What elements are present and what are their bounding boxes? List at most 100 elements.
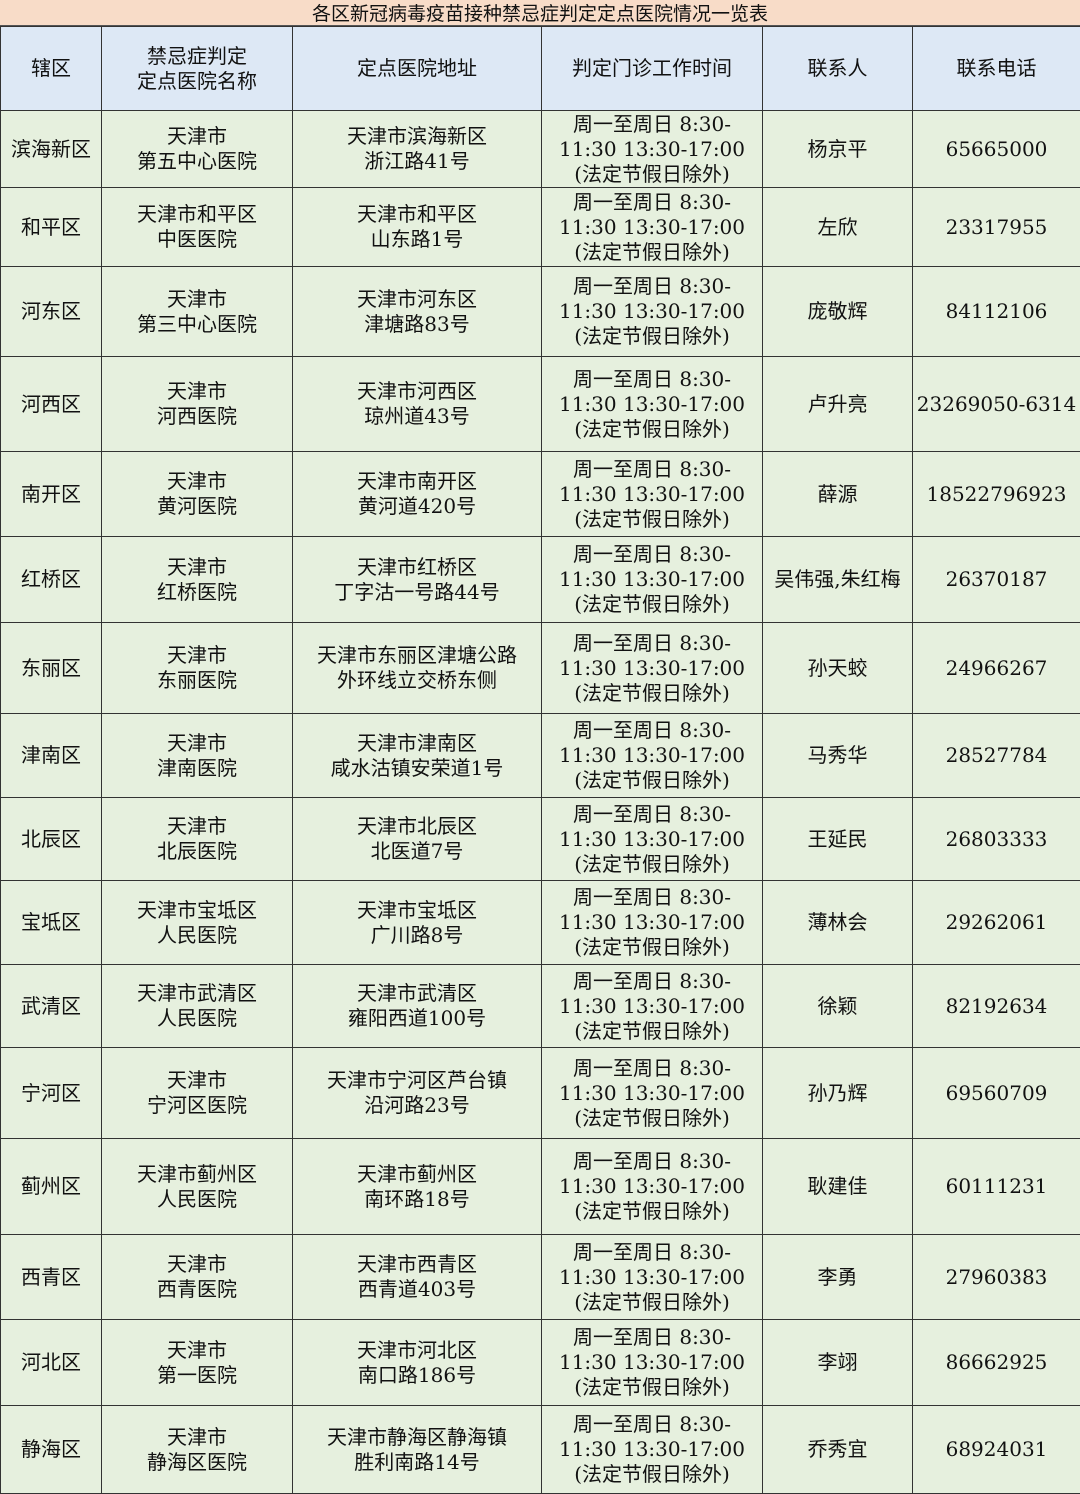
cell-contact: 卢升亮	[763, 357, 913, 452]
table-row: 西青区天津市 西青医院天津市西青区 西青道403号周一至周日 8:30- 11:…	[1, 1235, 1080, 1320]
cell-district: 宝坻区	[1, 881, 102, 965]
table-title: 各区新冠病毒疫苗接种禁忌症判定定点医院情况一览表	[0, 0, 1080, 26]
cell-hospital: 天津市 津南医院	[102, 714, 293, 798]
cell-address: 天津市红桥区 丁字沽一号路44号	[293, 537, 542, 623]
cell-address: 天津市河北区 南口路186号	[293, 1320, 542, 1406]
cell-hours: 周一至周日 8:30- 11:30 13:30-17:00 (法定节假日除外)	[542, 1048, 763, 1139]
cell-hospital: 天津市 第三中心医院	[102, 267, 293, 357]
cell-hospital: 天津市 黄河医院	[102, 452, 293, 537]
cell-hospital: 天津市 第五中心医院	[102, 111, 293, 188]
header-hospital: 禁忌症判定 定点医院名称	[102, 27, 293, 111]
cell-address: 天津市和平区 山东路1号	[293, 188, 542, 267]
cell-contact: 左欣	[763, 188, 913, 267]
cell-district: 滨海新区	[1, 111, 102, 188]
table-row: 蓟州区天津市蓟州区 人民医院天津市蓟州区 南环路18号周一至周日 8:30- 1…	[1, 1139, 1080, 1235]
cell-hours: 周一至周日 8:30- 11:30 13:30-17:00 (法定节假日除外)	[542, 965, 763, 1048]
cell-address: 天津市宝坻区 广川路8号	[293, 881, 542, 965]
cell-hours: 周一至周日 8:30- 11:30 13:30-17:00 (法定节假日除外)	[542, 881, 763, 965]
cell-district: 宁河区	[1, 1048, 102, 1139]
cell-hospital: 天津市和平区 中医医院	[102, 188, 293, 267]
cell-phone: 27960383	[913, 1235, 1080, 1320]
cell-district: 蓟州区	[1, 1139, 102, 1235]
cell-hours: 周一至周日 8:30- 11:30 13:30-17:00 (法定节假日除外)	[542, 1139, 763, 1235]
cell-address: 天津市河西区 琼州道43号	[293, 357, 542, 452]
table-row: 河东区天津市 第三中心医院天津市河东区 津塘路83号周一至周日 8:30- 11…	[1, 267, 1080, 357]
cell-hospital: 天津市 宁河区医院	[102, 1048, 293, 1139]
cell-hospital: 天津市 静海区医院	[102, 1406, 293, 1494]
cell-phone: 65665000	[913, 111, 1080, 188]
cell-district: 静海区	[1, 1406, 102, 1494]
hospital-table: 辖区 禁忌症判定 定点医院名称 定点医院地址 判定门诊工作时间 联系人 联系电话…	[0, 26, 1080, 1494]
cell-hours: 周一至周日 8:30- 11:30 13:30-17:00 (法定节假日除外)	[542, 1320, 763, 1406]
cell-hours: 周一至周日 8:30- 11:30 13:30-17:00 (法定节假日除外)	[542, 798, 763, 881]
cell-phone: 69560709	[913, 1048, 1080, 1139]
cell-contact: 庞敬辉	[763, 267, 913, 357]
cell-contact: 乔秀宜	[763, 1406, 913, 1494]
cell-district: 津南区	[1, 714, 102, 798]
cell-hours: 周一至周日 8:30- 11:30 13:30-17:00 (法定节假日除外)	[542, 111, 763, 188]
cell-phone: 60111231	[913, 1139, 1080, 1235]
table-row: 宁河区天津市 宁河区医院天津市宁河区芦台镇 沿河路23号周一至周日 8:30- …	[1, 1048, 1080, 1139]
cell-contact: 马秀华	[763, 714, 913, 798]
header-hours: 判定门诊工作时间	[542, 27, 763, 111]
header-row: 辖区 禁忌症判定 定点医院名称 定点医院地址 判定门诊工作时间 联系人 联系电话	[1, 27, 1080, 111]
cell-address: 天津市南开区 黄河道420号	[293, 452, 542, 537]
cell-hospital: 天津市宝坻区 人民医院	[102, 881, 293, 965]
cell-district: 东丽区	[1, 623, 102, 714]
cell-address: 天津市滨海新区 浙江路41号	[293, 111, 542, 188]
cell-contact: 王延民	[763, 798, 913, 881]
table-row: 红桥区天津市 红桥医院天津市红桥区 丁字沽一号路44号周一至周日 8:30- 1…	[1, 537, 1080, 623]
cell-district: 河西区	[1, 357, 102, 452]
cell-phone: 84112106	[913, 267, 1080, 357]
cell-hospital: 天津市 红桥医院	[102, 537, 293, 623]
table-row: 河西区天津市 河西医院天津市河西区 琼州道43号周一至周日 8:30- 11:3…	[1, 357, 1080, 452]
cell-phone: 82192634	[913, 965, 1080, 1048]
cell-contact: 吴伟强,朱红梅	[763, 537, 913, 623]
cell-phone: 18522796923	[913, 452, 1080, 537]
cell-phone: 68924031	[913, 1406, 1080, 1494]
table-row: 静海区天津市 静海区医院天津市静海区静海镇 胜利南路14号周一至周日 8:30-…	[1, 1406, 1080, 1494]
cell-hours: 周一至周日 8:30- 11:30 13:30-17:00 (法定节假日除外)	[542, 1235, 763, 1320]
table-row: 津南区天津市 津南医院天津市津南区 咸水沽镇安荣道1号周一至周日 8:30- 1…	[1, 714, 1080, 798]
cell-hospital: 天津市武清区 人民医院	[102, 965, 293, 1048]
cell-address: 天津市武清区 雍阳西道100号	[293, 965, 542, 1048]
table-row: 和平区天津市和平区 中医医院天津市和平区 山东路1号周一至周日 8:30- 11…	[1, 188, 1080, 267]
cell-address: 天津市宁河区芦台镇 沿河路23号	[293, 1048, 542, 1139]
cell-contact: 徐颖	[763, 965, 913, 1048]
table-row: 武清区天津市武清区 人民医院天津市武清区 雍阳西道100号周一至周日 8:30-…	[1, 965, 1080, 1048]
cell-hours: 周一至周日 8:30- 11:30 13:30-17:00 (法定节假日除外)	[542, 537, 763, 623]
cell-district: 武清区	[1, 965, 102, 1048]
header-phone: 联系电话	[913, 27, 1080, 111]
cell-phone: 23317955	[913, 188, 1080, 267]
cell-phone: 28527784	[913, 714, 1080, 798]
cell-hospital: 天津市 第一医院	[102, 1320, 293, 1406]
table-row: 南开区天津市 黄河医院天津市南开区 黄河道420号周一至周日 8:30- 11:…	[1, 452, 1080, 537]
cell-address: 天津市津南区 咸水沽镇安荣道1号	[293, 714, 542, 798]
cell-hospital: 天津市 河西医院	[102, 357, 293, 452]
cell-phone: 86662925	[913, 1320, 1080, 1406]
header-contact: 联系人	[763, 27, 913, 111]
cell-district: 红桥区	[1, 537, 102, 623]
cell-hours: 周一至周日 8:30- 11:30 13:30-17:00 (法定节假日除外)	[542, 357, 763, 452]
cell-district: 南开区	[1, 452, 102, 537]
cell-contact: 孙天蛟	[763, 623, 913, 714]
cell-hours: 周一至周日 8:30- 11:30 13:30-17:00 (法定节假日除外)	[542, 188, 763, 267]
cell-contact: 薛源	[763, 452, 913, 537]
cell-address: 天津市西青区 西青道403号	[293, 1235, 542, 1320]
cell-district: 西青区	[1, 1235, 102, 1320]
cell-district: 北辰区	[1, 798, 102, 881]
cell-hospital: 天津市 西青医院	[102, 1235, 293, 1320]
cell-contact: 李勇	[763, 1235, 913, 1320]
cell-address: 天津市蓟州区 南环路18号	[293, 1139, 542, 1235]
cell-phone: 29262061	[913, 881, 1080, 965]
table-row: 宝坻区天津市宝坻区 人民医院天津市宝坻区 广川路8号周一至周日 8:30- 11…	[1, 881, 1080, 965]
cell-district: 河东区	[1, 267, 102, 357]
cell-phone: 23269050-6314	[913, 357, 1080, 452]
table-row: 滨海新区天津市 第五中心医院天津市滨海新区 浙江路41号周一至周日 8:30- …	[1, 111, 1080, 188]
cell-contact: 杨京平	[763, 111, 913, 188]
cell-address: 天津市东丽区津塘公路 外环线立交桥东侧	[293, 623, 542, 714]
cell-district: 和平区	[1, 188, 102, 267]
cell-hospital: 天津市蓟州区 人民医院	[102, 1139, 293, 1235]
header-district: 辖区	[1, 27, 102, 111]
cell-hours: 周一至周日 8:30- 11:30 13:30-17:00 (法定节假日除外)	[542, 623, 763, 714]
